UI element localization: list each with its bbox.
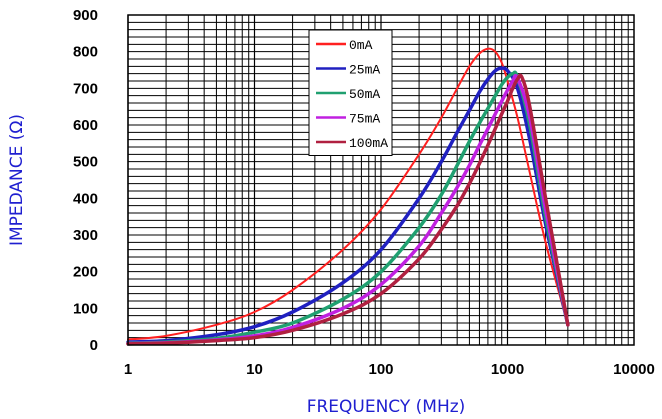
x-tick-label: 1000 (491, 361, 524, 378)
series-line-100ma (126, 73, 570, 346)
x-tick-label: 10000 (613, 361, 655, 378)
legend-label: 100mA (349, 136, 388, 151)
y-tick-label: 600 (73, 117, 98, 134)
y-tick-label: 400 (73, 190, 98, 207)
y-tick-label: 0 (90, 337, 98, 354)
y-axis-title: IMPEDANCE (Ω) (7, 114, 27, 246)
series-line-25ma (126, 66, 570, 344)
x-tick-label: 1 (124, 361, 132, 378)
plot-frame (127, 14, 635, 346)
y-tick-label: 500 (73, 154, 98, 171)
y-tick-label: 900 (73, 7, 98, 24)
series-layer (126, 47, 570, 346)
legend-label: 25mA (349, 63, 380, 78)
legend-label: 50mA (349, 87, 380, 102)
x-tick-label: 100 (368, 361, 393, 378)
series-line-0ma (127, 47, 569, 341)
y-tick-label: 300 (73, 227, 98, 244)
y-tick-labels: 0 100 200 300 400 500 600 700 800 900 (73, 7, 98, 354)
x-tick-label: 10 (246, 361, 263, 378)
legend-label: 0mA (349, 38, 373, 53)
x-axis-title: FREQUENCY (MHz) (307, 397, 466, 417)
legend-label: 75mA (349, 112, 380, 127)
y-tick-label: 200 (73, 264, 98, 281)
x-tick-labels: 1 10 100 1000 10000 (124, 361, 655, 378)
y-tick-label: 700 (73, 80, 98, 97)
y-tick-label: 800 (73, 44, 98, 61)
y-tick-label: 100 (73, 300, 98, 317)
legend: 0mA 25mA 50mA 75mA 100mA (308, 29, 393, 156)
